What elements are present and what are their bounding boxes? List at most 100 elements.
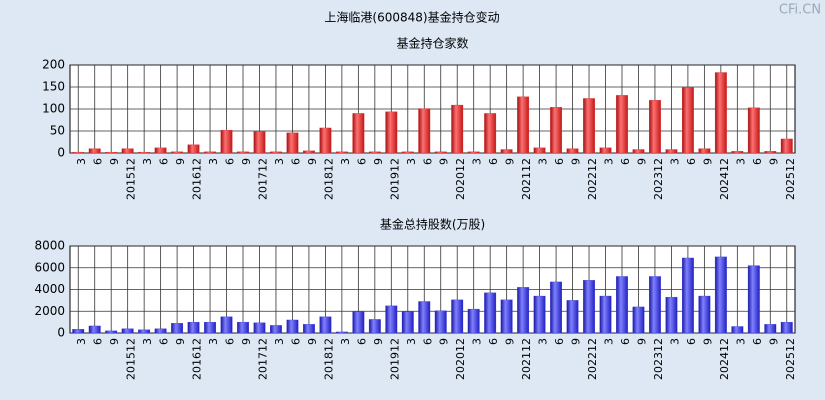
x-tick-label: 9 [108, 338, 121, 345]
y-tick-label: 200 [42, 58, 65, 72]
bar [500, 149, 513, 154]
x-tick-label: 201912 [388, 338, 401, 380]
x-tick-label: 3 [273, 338, 286, 345]
bar [105, 330, 118, 334]
bar [698, 148, 711, 154]
x-tick-label: 201812 [322, 158, 335, 200]
bar [649, 276, 661, 334]
bar [335, 151, 348, 154]
bar [616, 276, 628, 334]
x-tick-label: 6 [487, 158, 500, 165]
x-tick-label: 6 [289, 338, 302, 345]
bar [681, 257, 694, 334]
x-tick-label: 6 [421, 158, 434, 165]
bar [237, 151, 249, 154]
y-tick-label: 150 [42, 80, 65, 94]
bar [418, 108, 431, 154]
x-tick-label: 202312 [652, 338, 665, 380]
bar [583, 98, 595, 154]
y-tick-label: 8000 [34, 239, 65, 253]
bar [253, 322, 266, 334]
x-tick-label: 201512 [125, 338, 138, 380]
x-tick-label: 3 [734, 158, 747, 165]
x-tick-label: 202112 [520, 158, 533, 200]
bar [714, 256, 727, 334]
x-tick-label: 3 [339, 158, 352, 165]
bar [533, 147, 546, 154]
bar [467, 151, 480, 154]
bar [88, 148, 101, 154]
bar [303, 150, 315, 154]
bar [352, 311, 365, 334]
bar [187, 321, 200, 334]
bar [187, 144, 200, 154]
x-tick-label: 201612 [191, 158, 204, 200]
x-tick-label: 9 [174, 158, 187, 165]
y-tick-label: 6000 [34, 260, 65, 274]
x-tick-label: 201712 [256, 338, 269, 380]
bar [385, 111, 398, 154]
y-tick-label: 2000 [34, 304, 65, 318]
bar [434, 151, 447, 154]
x-tick-label: 9 [174, 338, 187, 345]
bar [72, 329, 85, 334]
bar [550, 107, 562, 154]
x-tick-label: 6 [553, 158, 566, 165]
x-tick-label: 6 [355, 158, 368, 165]
bar [484, 292, 497, 334]
x-tick-label: 9 [240, 158, 253, 165]
bar [220, 129, 233, 154]
bar [368, 151, 381, 154]
bar [237, 321, 249, 334]
x-tick-label: 9 [635, 338, 648, 345]
x-tick-label: 9 [240, 338, 253, 345]
bar [649, 100, 661, 154]
bar [616, 95, 628, 154]
bar [270, 325, 282, 334]
x-tick-label: 9 [306, 158, 319, 165]
x-tick-label: 9 [570, 338, 583, 345]
bar [747, 265, 760, 334]
bar [204, 151, 216, 154]
x-tick-label: 9 [767, 158, 780, 165]
x-tick-label: 3 [339, 338, 352, 345]
x-tick-label: 202512 [784, 158, 797, 200]
x-tick-label: 3 [734, 338, 747, 345]
x-tick-label: 6 [685, 158, 698, 165]
x-tick-label: 6 [553, 338, 566, 345]
bar [484, 113, 497, 154]
x-tick-label: 3 [603, 158, 616, 165]
x-tick-label: 3 [603, 338, 616, 345]
bar [681, 87, 694, 154]
bar [599, 295, 612, 334]
x-tick-label: 9 [504, 158, 517, 165]
x-tick-label: 9 [701, 158, 714, 165]
bar [764, 324, 777, 334]
watermark: CFi.CN [779, 3, 821, 18]
page-title: 上海临港(600848)基金持仓变动 [324, 10, 499, 25]
bar [451, 299, 464, 334]
x-tick-label: 9 [767, 338, 780, 345]
bar [731, 326, 744, 334]
bar [566, 148, 579, 154]
chart-title: 基金总持股数(万股) [380, 217, 485, 232]
bar [220, 316, 233, 334]
bar [121, 328, 134, 334]
x-tick-label: 202012 [454, 158, 467, 200]
bar [500, 299, 513, 334]
bar [88, 325, 101, 334]
bar [171, 323, 184, 334]
x-tick-label: 9 [372, 158, 385, 165]
bar [204, 321, 216, 334]
bar [352, 113, 365, 154]
x-tick-label: 6 [619, 338, 632, 345]
x-tick-label: 3 [668, 158, 681, 165]
bar [533, 295, 546, 334]
bar [154, 328, 167, 334]
x-tick-label: 6 [92, 338, 105, 345]
bar [714, 72, 727, 154]
x-tick-label: 9 [504, 338, 517, 345]
bar [566, 300, 579, 334]
x-tick-label: 3 [668, 338, 681, 345]
